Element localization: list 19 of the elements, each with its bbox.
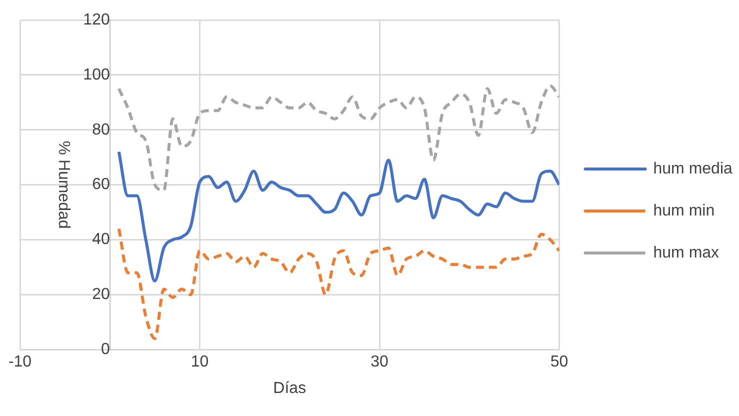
legend-label: hum media <box>653 160 739 178</box>
x-tick-label: -10 <box>8 354 32 371</box>
x-tick-label: 10 <box>190 354 209 371</box>
y-tick-label: 100 <box>83 66 110 84</box>
y-tick-label: 80 <box>92 121 110 138</box>
y-tick-label: 60 <box>92 176 110 194</box>
line-series <box>117 227 560 340</box>
y-tick-label: 40 <box>92 231 110 248</box>
x-tick-label: 50 <box>550 354 568 371</box>
y-axis-title: % Humedad <box>55 140 72 229</box>
legend-label: hum min <box>653 202 732 220</box>
y-tick-label: 120 <box>83 11 110 28</box>
x-axis-title: Días <box>273 380 306 397</box>
line-series <box>117 150 560 282</box>
legend-label: hum max <box>653 244 737 262</box>
line-series <box>117 84 560 192</box>
x-tick-label: 30 <box>370 354 388 371</box>
y-tick-label: 0 <box>100 341 110 358</box>
y-tick-label: 20 <box>92 286 110 304</box>
